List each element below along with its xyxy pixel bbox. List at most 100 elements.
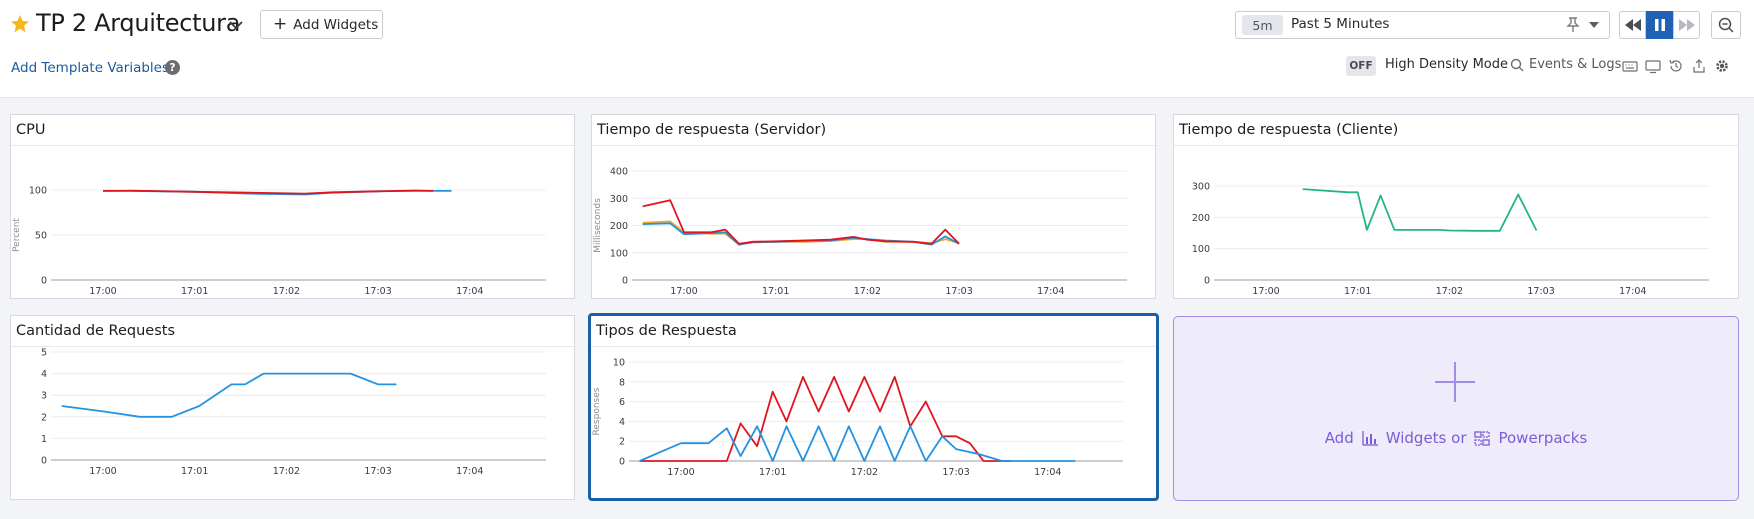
divider bbox=[11, 346, 574, 347]
gear-icon[interactable] bbox=[1714, 58, 1730, 74]
y-tick-label: 300 bbox=[610, 194, 628, 205]
series-line[interactable] bbox=[642, 199, 960, 245]
y-axis-label: Responses bbox=[592, 387, 602, 435]
y-tick-label: 8 bbox=[619, 377, 625, 388]
rewind-button[interactable] bbox=[1619, 11, 1646, 39]
x-tick-label: 17:01 bbox=[1344, 286, 1371, 297]
widget-server-response-time[interactable]: Tiempo de respuesta (Servidor) 0 100 200 30… bbox=[591, 114, 1156, 299]
add-widgets-label: Add Widgets bbox=[293, 16, 379, 33]
x-tick-label: 17:00 bbox=[670, 286, 697, 297]
x-tick-label: 17:03 bbox=[945, 286, 972, 297]
events-logs-label: Events & Logs bbox=[1529, 57, 1622, 72]
x-tick-label: 17:01 bbox=[759, 467, 786, 478]
chart-cpu: 0 50 100 17:00 17:01 17:02 17:03 17:04 Percent bbox=[12, 186, 546, 297]
dashboard-title[interactable]: TP 2 Arquitectura bbox=[36, 9, 241, 37]
divider bbox=[592, 145, 1155, 146]
x-tick-label: 17:00 bbox=[89, 286, 116, 297]
series-line[interactable] bbox=[61, 372, 397, 418]
y-tick-label: 0 bbox=[619, 457, 625, 468]
dashboard-header: TP 2 Arquitectura + Add Widgets Add Temp… bbox=[0, 0, 1754, 98]
plus-icon: + bbox=[273, 14, 288, 34]
y-tick-label: 100 bbox=[610, 248, 628, 259]
time-range-selector[interactable]: 5m Past 5 Minutes bbox=[1235, 11, 1610, 39]
x-tick-label: 17:00 bbox=[89, 466, 116, 477]
x-tick-label: 17:04 bbox=[456, 466, 483, 477]
widget-response-types[interactable]: Tipos de Respuesta 0 2 4 6 8 10 17:00 17:01 17:0… bbox=[588, 313, 1159, 501]
widget-title: Tiempo de respuesta (Cliente) bbox=[1179, 122, 1399, 138]
y-tick-label: 400 bbox=[610, 167, 628, 178]
series-line[interactable] bbox=[639, 376, 1012, 462]
chevron-down-icon[interactable] bbox=[228, 17, 244, 33]
y-tick-label: 0 bbox=[41, 276, 47, 287]
bar-chart-icon bbox=[1362, 430, 1378, 446]
chart-request-count: 0 1 2 3 4 5 17:00 17:01 17:02 17:03 17:04 bbox=[41, 348, 546, 477]
y-tick-label: 100 bbox=[29, 186, 47, 197]
x-tick-label: 17:02 bbox=[854, 286, 881, 297]
y-tick-label: 4 bbox=[41, 369, 47, 380]
pause-icon bbox=[1654, 19, 1665, 31]
series-line[interactable] bbox=[639, 425, 1076, 462]
x-tick-label: 17:01 bbox=[762, 286, 789, 297]
powerpack-icon bbox=[1474, 430, 1491, 446]
add-widget-panel[interactable]: Add Widgets or Powerpacks bbox=[1173, 316, 1739, 501]
chevron-down-icon[interactable] bbox=[1588, 19, 1600, 31]
x-tick-label: 17:02 bbox=[273, 466, 300, 477]
y-tick-label: 1 bbox=[41, 434, 47, 445]
add-widget-text: Add Widgets or Powerpacks bbox=[1174, 429, 1738, 447]
y-tick-label: 0 bbox=[1204, 276, 1210, 287]
y-tick-label: 200 bbox=[1192, 213, 1210, 224]
events-logs-button[interactable]: Events & Logs bbox=[1510, 57, 1621, 72]
y-axis-label: Milliseconds bbox=[593, 198, 603, 253]
y-tick-label: 4 bbox=[619, 417, 625, 428]
pin-icon[interactable] bbox=[1566, 17, 1580, 33]
x-tick-label: 17:04 bbox=[1619, 286, 1646, 297]
divider bbox=[1174, 145, 1738, 146]
divider bbox=[11, 145, 574, 146]
x-tick-label: 17:04 bbox=[1034, 467, 1061, 478]
add-label: Add bbox=[1324, 429, 1354, 447]
x-tick-label: 17:01 bbox=[181, 286, 208, 297]
x-tick-label: 17:00 bbox=[667, 467, 694, 478]
star-icon[interactable] bbox=[10, 14, 30, 34]
y-tick-label: 5 bbox=[41, 348, 47, 359]
history-icon[interactable] bbox=[1668, 58, 1684, 74]
widgets-or-label[interactable]: Widgets or bbox=[1385, 429, 1467, 447]
y-tick-label: 200 bbox=[610, 221, 628, 232]
y-tick-label: 0 bbox=[622, 276, 628, 287]
fast-forward-button[interactable] bbox=[1673, 11, 1700, 39]
powerpacks-label[interactable]: Powerpacks bbox=[1498, 429, 1588, 447]
widget-client-response-time[interactable]: Tiempo de respuesta (Cliente) 0 100 200 300… bbox=[1173, 114, 1739, 299]
x-tick-label: 17:04 bbox=[1037, 286, 1064, 297]
widget-request-count[interactable]: Cantidad de Requests 0 1 2 3 4 5 17:00 17:01 17:… bbox=[10, 315, 575, 500]
x-tick-label: 17:03 bbox=[364, 286, 391, 297]
x-tick-label: 17:04 bbox=[456, 286, 483, 297]
time-range-badge: 5m bbox=[1242, 15, 1283, 35]
export-icon[interactable] bbox=[1691, 58, 1707, 74]
pause-button[interactable] bbox=[1646, 11, 1673, 39]
density-label[interactable]: High Density Mode bbox=[1385, 57, 1508, 72]
divider bbox=[591, 346, 1156, 347]
zoom-out-icon bbox=[1718, 17, 1734, 33]
density-toggle[interactable]: OFF bbox=[1346, 56, 1376, 76]
series-line[interactable] bbox=[102, 189, 434, 195]
help-icon[interactable]: ? bbox=[165, 60, 180, 75]
series-line[interactable] bbox=[1302, 188, 1538, 232]
y-tick-label: 6 bbox=[619, 397, 625, 408]
fast-forward-icon bbox=[1678, 19, 1695, 31]
widget-title: Cantidad de Requests bbox=[16, 323, 176, 339]
chart-response-types: 0 2 4 6 8 10 17:00 17:01 17:02 17:03 17:04 Response… bbox=[592, 358, 1123, 478]
rewind-icon bbox=[1624, 19, 1641, 31]
add-widgets-button[interactable]: + Add Widgets bbox=[260, 10, 383, 39]
search-icon bbox=[1510, 58, 1524, 71]
keyboard-icon[interactable] bbox=[1622, 58, 1638, 74]
chart-server-response-time: 0 100 200 300 400 17:00 17:01 17:02 17:03 17:04 Mi… bbox=[593, 167, 1127, 297]
chart-client-response-time: 0 100 200 300 17:00 17:01 17:02 17:03 17:04 bbox=[1192, 182, 1709, 297]
add-template-variables-link[interactable]: Add Template Variables bbox=[11, 60, 170, 76]
y-tick-label: 3 bbox=[41, 391, 47, 402]
widget-cpu[interactable]: CPU 0 50 100 17:00 17:01 17:02 17:03 17:04 Perce… bbox=[10, 114, 575, 299]
time-range-label: Past 5 Minutes bbox=[1291, 16, 1390, 32]
widget-title: Tipos de Respuesta bbox=[596, 323, 737, 339]
zoom-out-button[interactable] bbox=[1711, 11, 1741, 39]
y-tick-label: 0 bbox=[41, 456, 47, 467]
tv-mode-icon[interactable] bbox=[1645, 58, 1661, 74]
